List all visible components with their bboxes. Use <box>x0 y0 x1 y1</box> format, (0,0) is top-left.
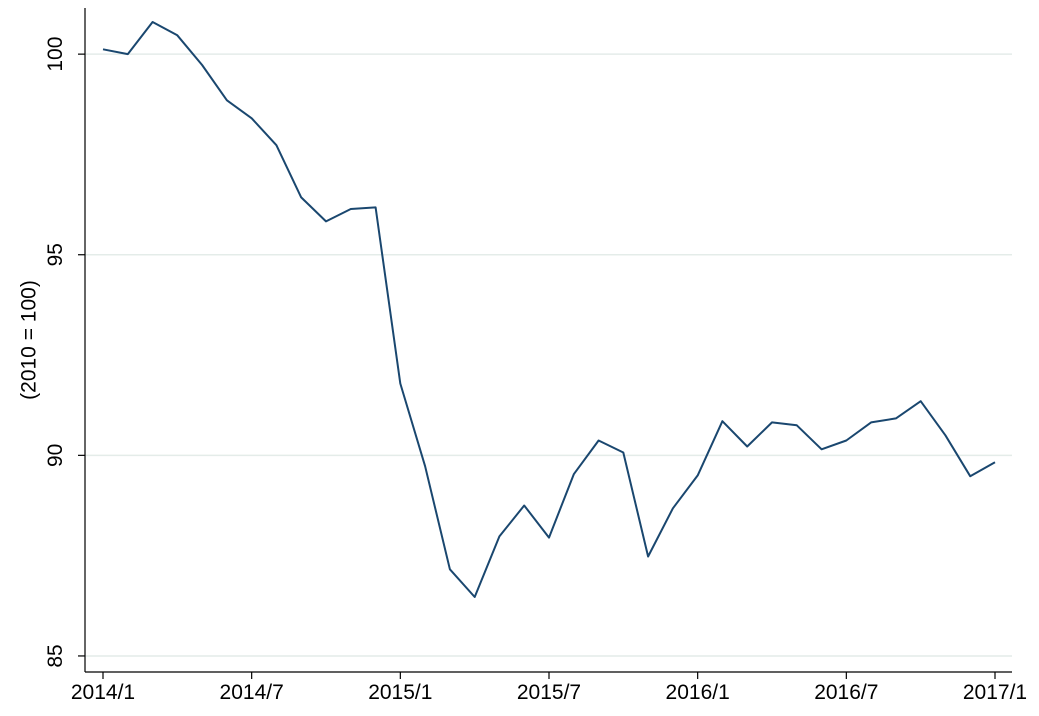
x-tick-label: 2014/1 <box>71 681 135 704</box>
x-tick-label: 2016/1 <box>666 681 730 704</box>
x-tick-label: 2014/7 <box>220 681 284 704</box>
y-tick-label: 95 <box>44 243 67 266</box>
y-tick-label: 85 <box>44 644 67 667</box>
x-tick-label: 2017/1 <box>963 681 1027 704</box>
line <box>102 21 996 598</box>
y-tick-label: 100 <box>44 37 67 72</box>
y-axis-label: (2010 = 100) <box>18 280 41 400</box>
x-tick-label: 2015/1 <box>368 681 432 704</box>
y-tick-label: 90 <box>44 444 67 467</box>
x-tick-label: 2016/7 <box>814 681 878 704</box>
x-tick-label: 2015/7 <box>517 681 581 704</box>
